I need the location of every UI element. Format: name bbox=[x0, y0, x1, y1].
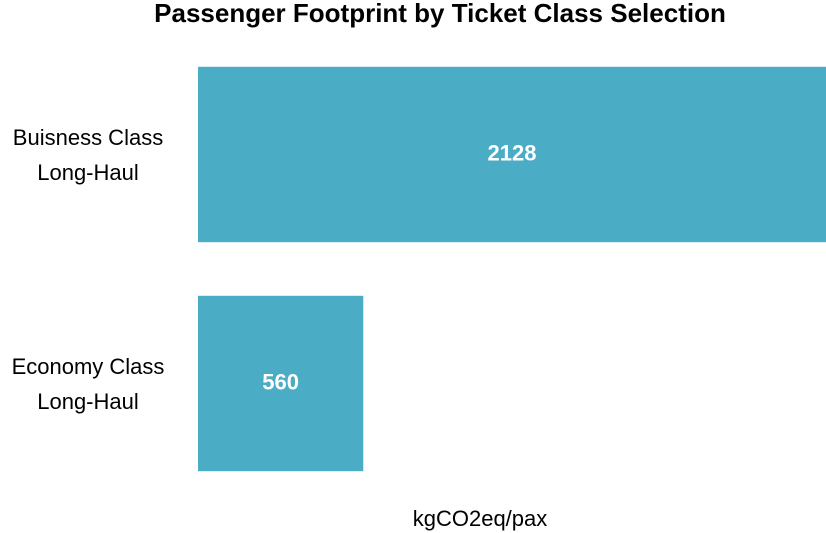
x-axis-label: kgCO2eq/pax bbox=[413, 506, 548, 531]
chart-title: Passenger Footprint by Ticket Class Sele… bbox=[154, 0, 726, 28]
y-tick-label: Economy Class Long-Haul bbox=[11, 353, 165, 414]
value-label: 560 bbox=[262, 369, 299, 394]
y-tick-label: Buisness Class Long-Haul bbox=[12, 124, 164, 185]
value-label: 2128 bbox=[488, 140, 537, 165]
bar bbox=[198, 66, 826, 243]
bar bbox=[198, 295, 364, 472]
